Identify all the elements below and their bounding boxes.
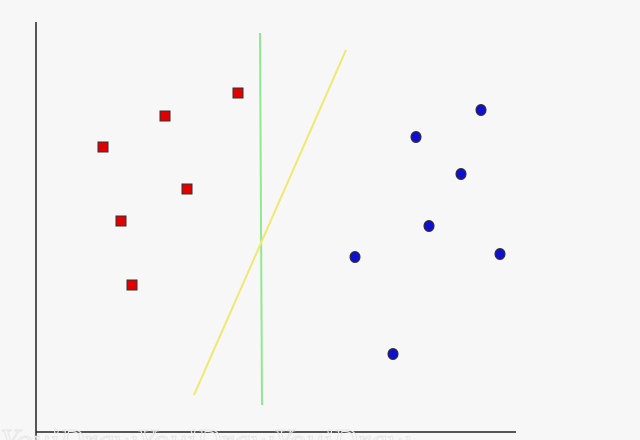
circle-point — [350, 252, 360, 263]
circle-point — [456, 169, 466, 180]
square-point — [127, 280, 137, 290]
separator-line-2 — [194, 50, 346, 395]
circle-point — [411, 132, 421, 143]
circle-point — [424, 221, 434, 232]
square-point — [182, 184, 192, 194]
circle-point — [388, 349, 398, 360]
data-points — [98, 88, 505, 360]
circle-point — [495, 249, 505, 260]
circle-point — [476, 105, 486, 116]
square-point — [233, 88, 243, 98]
watermark: YouiDrawYouiDrawYouiDraw — [0, 423, 410, 440]
square-point — [116, 216, 126, 226]
axes — [36, 22, 516, 440]
square-point — [160, 111, 170, 121]
square-point — [98, 142, 108, 152]
separator-lines — [194, 33, 346, 405]
separator-line-1 — [260, 33, 262, 405]
